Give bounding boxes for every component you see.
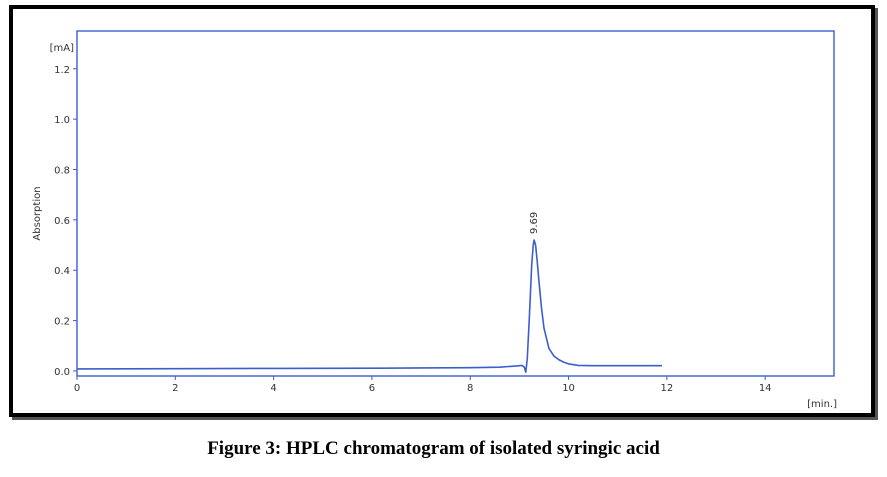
x-tick-label: 10 [562,383,575,394]
x-tick-label: 6 [369,383,375,394]
plot-area-border [76,30,835,377]
y-tick-label: 0.6 [54,216,70,227]
y-tick-label: 1.2 [54,65,70,76]
y-tick-label: 0.8 [54,166,70,177]
y-tick-label: 0.0 [54,367,70,378]
x-tick-label: 2 [172,383,178,394]
y-unit-label: [mA] [50,43,74,54]
figure-caption: Figure 3: HPLC chromatogram of isolated … [207,438,660,459]
peak-annotation: 9.69 [529,212,540,234]
y-axis-title: Absorption [32,186,43,240]
chromatogram-trace [76,239,662,373]
figure-frame [9,5,875,417]
x-axis-label: [min.] [807,399,837,410]
y-tick-label: 1.0 [54,115,70,126]
x-tick-label: 12 [661,383,674,394]
x-tick-label: 14 [759,383,772,394]
x-tick-label: 8 [467,383,473,394]
x-tick-label: 4 [270,383,276,394]
x-tick-label: 0 [74,383,80,394]
y-tick-label: 0.4 [54,266,70,277]
y-tick-label: 0.2 [54,317,70,328]
chromatogram-chart: 0.0 0.2 0.4 0.6 0.8 1.0 1.2 [mA] 0 2 4 6 8 10 12 14 [min… [32,30,837,410]
